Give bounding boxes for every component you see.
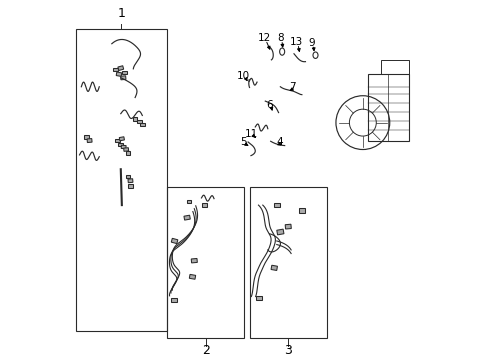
Bar bbox=[140, 123, 144, 126]
Bar bbox=[121, 145, 126, 149]
Bar bbox=[128, 184, 133, 188]
Bar bbox=[116, 72, 122, 76]
Text: 12: 12 bbox=[257, 33, 270, 43]
Bar bbox=[189, 274, 195, 279]
Bar bbox=[133, 117, 137, 121]
Bar bbox=[125, 175, 130, 178]
Bar bbox=[76, 30, 167, 330]
Text: 1: 1 bbox=[117, 8, 125, 21]
Text: 7: 7 bbox=[289, 82, 296, 92]
Bar bbox=[380, 60, 408, 74]
Bar bbox=[87, 139, 92, 143]
Bar bbox=[122, 71, 126, 74]
Bar bbox=[273, 203, 279, 207]
Bar bbox=[171, 298, 176, 302]
Bar bbox=[84, 135, 89, 139]
Bar bbox=[118, 143, 123, 146]
Text: 9: 9 bbox=[308, 38, 315, 48]
Text: 5: 5 bbox=[240, 138, 246, 147]
Text: 13: 13 bbox=[289, 37, 303, 47]
Text: 4: 4 bbox=[276, 137, 283, 147]
Bar bbox=[255, 296, 261, 301]
Bar bbox=[119, 137, 124, 141]
Bar bbox=[115, 139, 119, 142]
Bar bbox=[367, 74, 408, 140]
Text: 2: 2 bbox=[202, 344, 209, 357]
Text: 3: 3 bbox=[284, 344, 292, 357]
Bar bbox=[276, 229, 284, 235]
Bar bbox=[128, 179, 133, 183]
Bar bbox=[121, 76, 126, 80]
Bar bbox=[183, 215, 190, 220]
Bar bbox=[171, 238, 178, 244]
Text: 8: 8 bbox=[277, 33, 283, 43]
Bar bbox=[191, 258, 197, 263]
Bar bbox=[186, 200, 191, 203]
Text: 10: 10 bbox=[237, 71, 250, 81]
Bar bbox=[249, 187, 326, 338]
Bar bbox=[125, 152, 130, 155]
Bar bbox=[123, 148, 128, 151]
Text: 11: 11 bbox=[244, 129, 258, 139]
Bar bbox=[285, 224, 291, 229]
Bar bbox=[298, 208, 305, 213]
Bar bbox=[167, 187, 244, 338]
Bar bbox=[118, 66, 123, 71]
Bar bbox=[137, 120, 142, 123]
Bar bbox=[202, 203, 206, 207]
Bar bbox=[113, 68, 118, 71]
Bar bbox=[270, 265, 277, 270]
Text: 6: 6 bbox=[266, 100, 272, 110]
